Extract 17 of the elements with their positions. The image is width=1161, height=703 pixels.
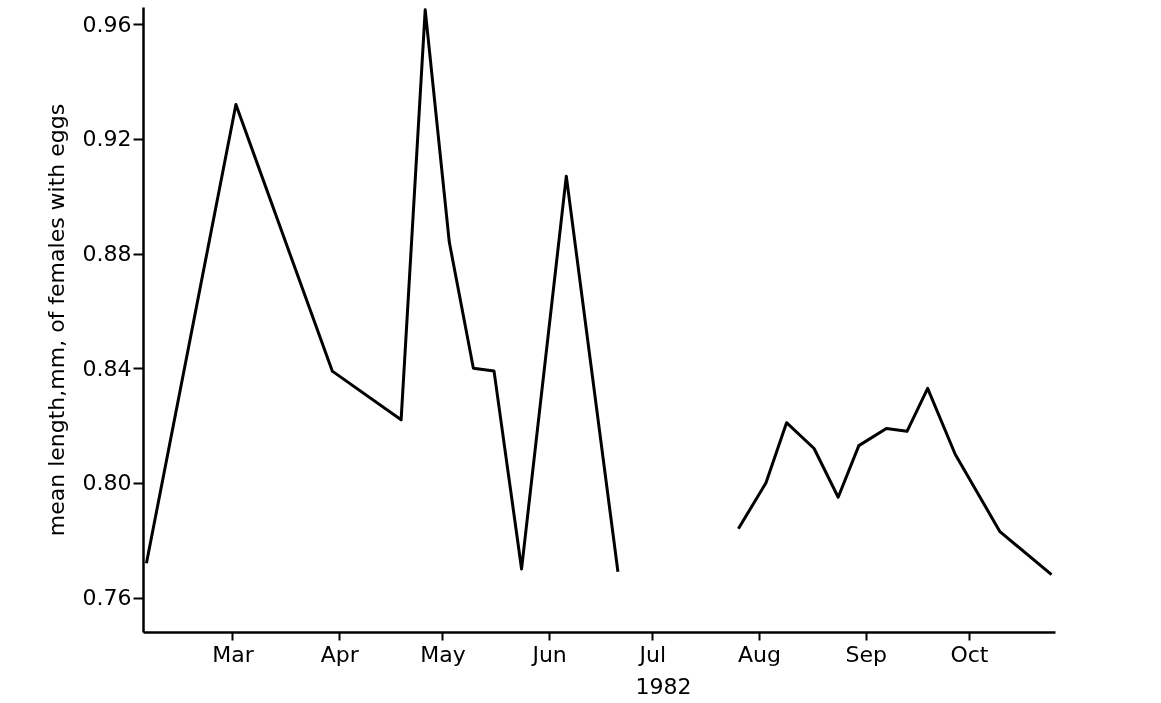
x-tick-label: Oct: [950, 641, 989, 667]
y-tick-label: 0.92: [82, 126, 132, 152]
x-tick-label: Jul: [637, 641, 667, 667]
y-tick-label: 0.96: [82, 11, 132, 37]
x-tick-label: Aug: [738, 641, 782, 667]
y-tick-label: 0.84: [82, 355, 132, 381]
y-tick-label: 0.80: [82, 470, 132, 496]
y-axis-title: mean length,mm, of females with eggs: [43, 103, 69, 537]
line-series: [736, 386, 1054, 577]
y-tick-label: 0.88: [82, 241, 132, 267]
x-tick-label: May: [420, 641, 466, 667]
x-tick-label: Apr: [320, 641, 360, 667]
x-tick-label: Sep: [845, 641, 887, 667]
x-tick-label: Mar: [212, 641, 255, 667]
y-tick-label: 0.76: [82, 585, 132, 611]
x-axis-title: 1982: [635, 673, 692, 699]
x-tick-label: Jun: [530, 641, 567, 667]
